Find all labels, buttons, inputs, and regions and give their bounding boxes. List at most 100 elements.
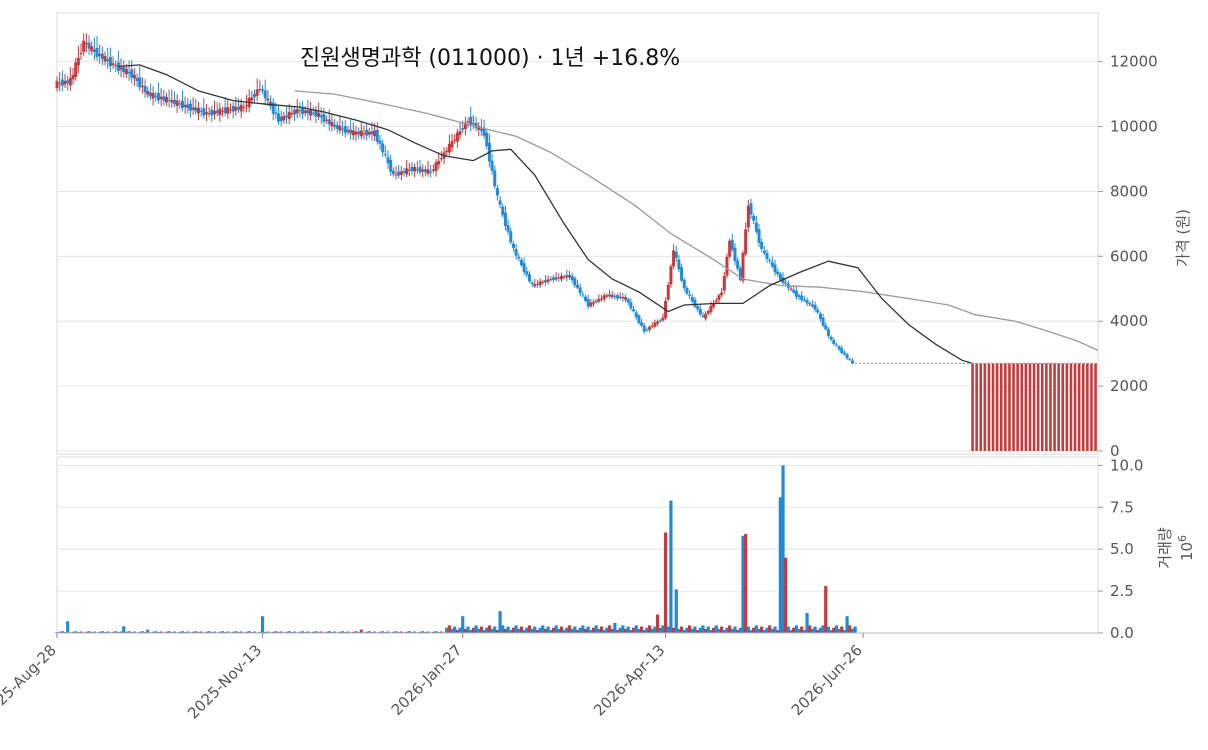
candle-body: [434, 162, 438, 172]
candle-body: [341, 128, 345, 130]
volume-bar: [474, 625, 478, 633]
volume-bar: [704, 628, 708, 633]
volume-bar: [394, 631, 398, 633]
projection-bars: [971, 363, 1097, 451]
candle-body: [306, 110, 310, 114]
candle-body: [669, 266, 673, 285]
x-tick-label: 2025-Nov-13: [184, 641, 265, 722]
candle-body: [709, 305, 713, 312]
candle-body: [191, 107, 195, 110]
candle-body: [693, 299, 697, 307]
candle-body: [455, 132, 459, 142]
volume-bar: [680, 626, 684, 633]
candle-body: [511, 243, 515, 248]
projection-bar: [1024, 363, 1028, 451]
candle-body: [407, 169, 411, 171]
volume-bar: [463, 628, 467, 633]
candle-body: [637, 315, 641, 323]
projection-bar: [1020, 363, 1024, 451]
volume-bar: [469, 630, 473, 633]
volume-bar: [746, 626, 750, 633]
volume-bar: [722, 630, 726, 633]
volume-bar: [140, 631, 145, 633]
volume-bar: [794, 625, 798, 633]
candle-body: [757, 229, 761, 243]
volume-bar: [535, 630, 540, 633]
projection-bar: [1004, 363, 1007, 451]
candle-body: [506, 225, 510, 232]
candle-body: [733, 247, 737, 262]
volume-bar: [506, 626, 510, 633]
volume-bar: [319, 631, 323, 633]
candle-body: [55, 80, 59, 89]
volume-bar: [808, 625, 812, 633]
candle-body: [437, 160, 441, 165]
candle-body: [119, 67, 123, 70]
volume-bar: [79, 631, 83, 633]
volume-bar: [637, 628, 641, 633]
volume-bar: [146, 629, 150, 633]
volume-bar: [527, 625, 532, 633]
candle-body: [570, 275, 574, 280]
candle-body: [156, 92, 160, 101]
projection-bar: [1065, 363, 1069, 451]
volume-bar: [653, 626, 657, 633]
projection-bar: [979, 363, 983, 451]
candle-body: [640, 322, 644, 326]
volume-bar: [327, 631, 331, 633]
volume-bar: [247, 631, 251, 633]
candle-body: [167, 99, 171, 101]
candle-body: [760, 241, 764, 249]
volume-bar: [586, 626, 590, 633]
volume-bar: [581, 625, 585, 633]
volume-bar: [757, 628, 761, 633]
volume-bar: [466, 626, 470, 633]
candle-body: [402, 171, 406, 173]
candle-body: [399, 171, 403, 175]
candle-body: [469, 116, 473, 125]
projection-bar: [1028, 363, 1032, 451]
candle-body: [818, 313, 822, 320]
candle-body: [810, 304, 814, 307]
candle-body: [333, 124, 337, 127]
volume-bar: [685, 627, 689, 633]
candle-body: [594, 300, 598, 302]
volume-bar: [314, 631, 318, 633]
volume-bar: [92, 631, 96, 633]
volume-bar: [701, 625, 705, 633]
candle-body: [87, 42, 91, 49]
candle-body: [362, 133, 366, 135]
volume-bar: [119, 631, 123, 633]
projection-bar: [1045, 363, 1048, 451]
projection-bar: [1086, 363, 1089, 451]
volume-bar: [220, 631, 225, 633]
volume-bar: [373, 631, 377, 633]
candle-body: [98, 54, 102, 56]
volume-bar: [445, 627, 449, 633]
volume-bar: [426, 631, 430, 633]
candle-body: [68, 78, 72, 86]
candle-body: [271, 102, 275, 114]
candle-body: [672, 250, 676, 267]
volume-bar: [501, 625, 505, 633]
candle-body: [530, 282, 534, 284]
volume-bar: [447, 625, 451, 633]
candle-body: [162, 96, 166, 101]
candle-body: [677, 259, 681, 270]
volume-bar: [607, 625, 612, 633]
candle-body: [706, 311, 710, 314]
candle-body: [848, 358, 852, 360]
candle-body: [319, 115, 323, 118]
candle-body: [263, 90, 267, 99]
candle-body: [218, 108, 222, 116]
candle-body: [768, 260, 772, 262]
volume-bar: [816, 630, 820, 633]
price-y-ticks: 0 2000 4000 6000 8000 10000 12000: [1098, 53, 1158, 460]
volume-bar: [698, 627, 702, 633]
candle-body: [311, 112, 315, 114]
projection-bar: [991, 363, 995, 451]
candle-body: [317, 112, 321, 117]
projection-bar: [1061, 363, 1065, 451]
candle-body: [71, 74, 75, 80]
volume-bar: [124, 631, 128, 633]
